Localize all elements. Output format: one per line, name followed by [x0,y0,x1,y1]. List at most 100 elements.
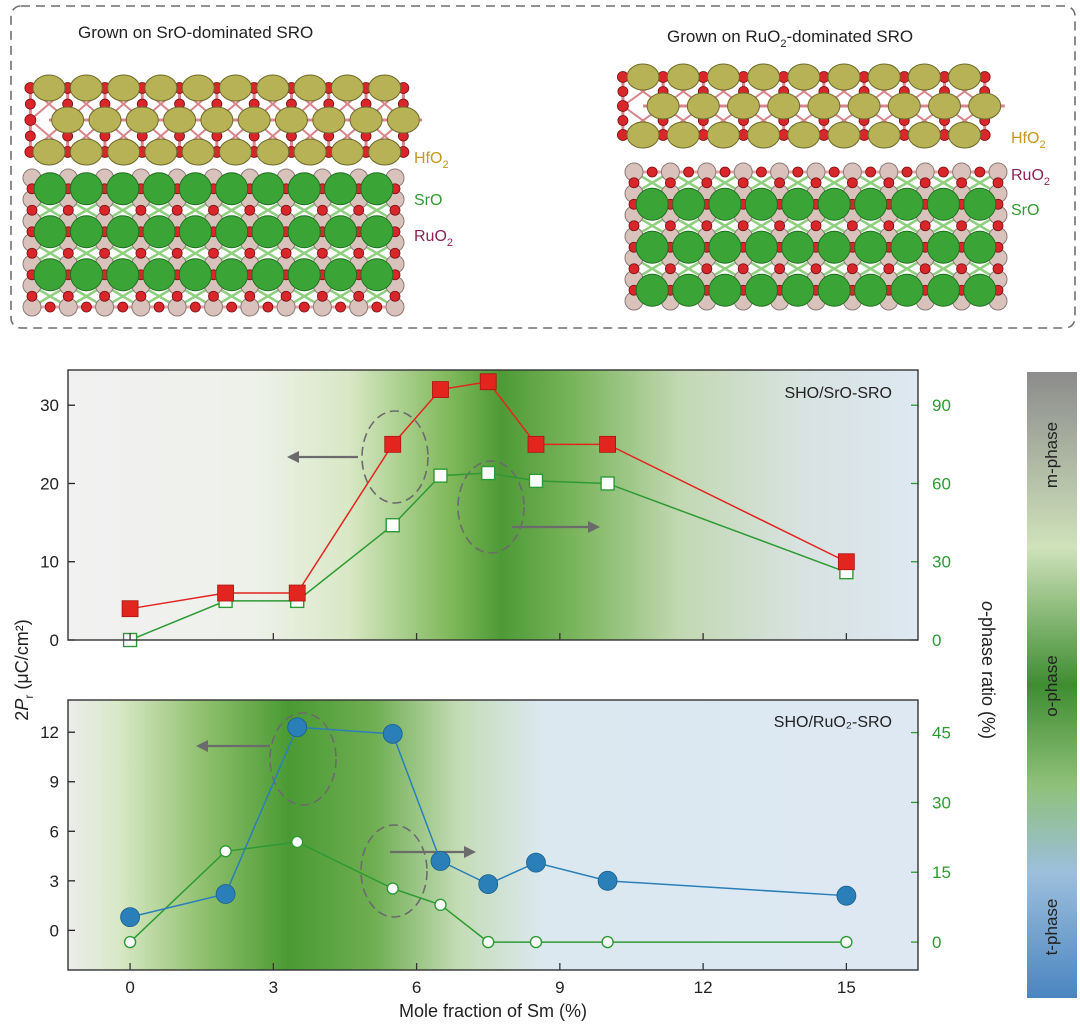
data-point [430,851,451,871]
sr-atom [672,273,706,307]
oxygen-atom [244,247,256,259]
sr-atom [854,273,888,307]
data-point [479,373,497,391]
layer-label: RuO2 [1011,167,1050,188]
oxygen-atom [26,204,38,216]
oxygen-atom [99,247,110,259]
data-point [482,935,495,949]
oxygen-atom [316,290,328,302]
arrow-right-head [464,846,476,858]
oxygen-atom [992,263,1004,275]
oxygen-atom [244,290,256,302]
data-point [478,874,499,895]
oxygen-atom [665,177,676,189]
sr-atom [744,187,778,221]
sr-atom [251,215,285,249]
oxygen-atom [617,115,629,126]
data-point [528,473,544,489]
oxygen-atom [683,166,694,178]
sr-atom [251,172,285,206]
x-tick-label: 15 [837,978,856,997]
sr-atom [360,172,394,206]
sr-atom [33,215,67,249]
right-series-ellipse [457,460,525,554]
colorbar-label-m-phase: m-phase [1042,422,1061,488]
sr-atom [744,273,778,307]
sr-atom [178,172,212,206]
hf-atom [181,138,215,166]
hf-atom [32,74,66,102]
oxygen-atom [956,263,967,275]
y-left-tick-label: 20 [40,474,59,493]
oxygen-atom [756,166,767,178]
oxygen-atom [938,166,949,178]
sr-atom [215,215,249,249]
oxygen-atom [665,220,676,232]
oxygen-atom [389,290,401,302]
oxygen-atom [956,177,967,189]
oxygen-atom [44,301,56,313]
y-left-tick-label: 0 [50,921,59,940]
sr-atom [251,258,285,292]
oxygen-atom [665,263,676,275]
hf-atom [928,92,961,120]
oxygen-atom [135,247,147,259]
left-series-ellipse [361,410,429,504]
hf-atom [747,121,781,149]
sr-atom [69,215,103,249]
data-point [120,907,140,928]
left-series-ellipse [269,712,337,806]
hf-atom [747,63,781,91]
hf-atom [274,106,308,134]
left-structure-title: Grown on SrO-dominated SRO [78,23,313,42]
oxygen-atom [883,220,895,232]
layer-label: HfO2 [1011,130,1046,151]
oxygen-atom [883,263,895,275]
oxygen-atom [26,290,38,302]
sr-atom [672,230,706,264]
sr-atom [781,230,815,264]
sr-atom [708,230,742,264]
y-right-tick-label: 30 [932,793,951,812]
sr-atom [287,172,321,206]
data-point [837,553,855,571]
hf-atom [51,106,85,134]
oxygen-atom [719,166,731,178]
hf-atom [293,74,327,102]
chart-bottom: 0 3 6 9 12 0 15 30 45 [40,717,951,970]
sr-atom [33,258,67,292]
hf-atom [626,63,660,91]
y-left-tick-label: 0 [50,631,59,650]
oxygen-atom [628,177,640,189]
panel-top-title: SHO/SrO-SRO [784,385,892,402]
oxygen-atom [24,130,36,142]
layer-labels-left: HfO2 SrO RuO2 [414,150,453,249]
hf-atom [907,121,941,149]
panel-bottom-background [68,700,918,970]
hf-atom [706,63,740,91]
phase-colorbar [1027,372,1077,998]
oxygen-atom [737,220,749,232]
hf-atom [626,121,660,149]
oxygen-atom [244,204,256,216]
oxygen-atom [828,166,840,178]
hf-atom [69,138,103,166]
x-axis-label: Mole fraction of Sm (%) [399,1001,587,1021]
y-axis-right-label: o-phase ratio (%) [978,601,998,739]
oxygen-atom [316,247,328,259]
sr-atom [215,258,249,292]
oxygen-atom [992,177,1004,189]
hf-atom [907,63,941,91]
data-point [526,852,546,873]
sr-atom [287,215,321,249]
oxygen-atom [371,301,383,313]
oxygen-atom [135,290,147,302]
arrow-left-head [287,451,299,463]
sr-atom [963,187,997,221]
sr-atom [178,215,212,249]
oxygen-atom [810,263,822,275]
layer-labels-right: HfO2 RuO2 SrO [1011,130,1050,219]
oxygen-atom [865,166,876,178]
oxygen-atom [280,290,292,302]
oxygen-atom [316,204,328,216]
